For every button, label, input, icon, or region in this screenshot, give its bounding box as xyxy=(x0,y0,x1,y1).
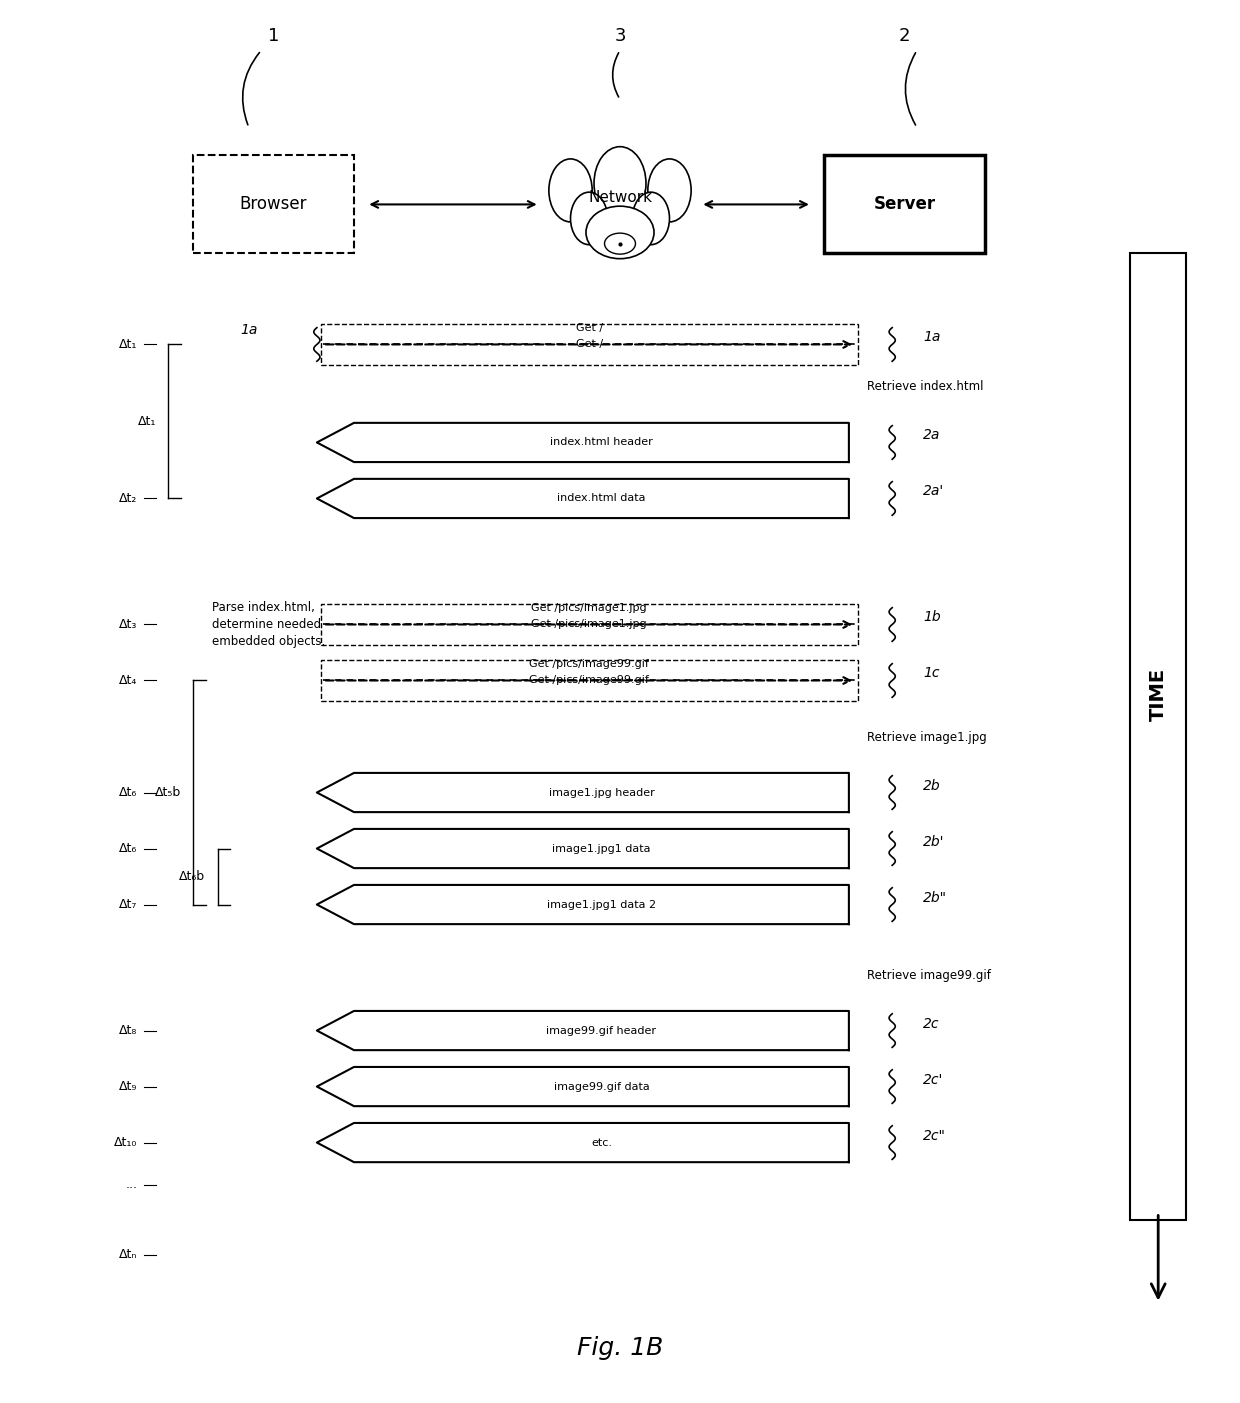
Text: 2c': 2c' xyxy=(923,1072,944,1086)
Text: 1: 1 xyxy=(268,28,279,45)
Text: Network: Network xyxy=(588,189,652,205)
Text: image99.gif header: image99.gif header xyxy=(547,1026,656,1035)
FancyBboxPatch shape xyxy=(825,156,985,254)
Text: image1.jpg header: image1.jpg header xyxy=(548,787,655,797)
Ellipse shape xyxy=(605,233,635,254)
Text: Δt₆: Δt₆ xyxy=(119,786,138,800)
Text: 1b: 1b xyxy=(923,610,941,624)
Ellipse shape xyxy=(647,159,691,222)
Text: Δtₙ: Δtₙ xyxy=(119,1249,138,1261)
Ellipse shape xyxy=(594,147,646,220)
Text: index.html data: index.html data xyxy=(557,494,646,504)
FancyBboxPatch shape xyxy=(321,324,858,365)
Polygon shape xyxy=(317,422,849,462)
Bar xyxy=(1131,254,1185,1219)
Text: 1a: 1a xyxy=(241,324,258,338)
Ellipse shape xyxy=(587,206,653,258)
Text: Δt₁: Δt₁ xyxy=(138,415,156,428)
Text: Retrieve image1.jpg: Retrieve image1.jpg xyxy=(868,731,987,744)
Text: Get /pics/image99.gif: Get /pics/image99.gif xyxy=(529,659,649,669)
Ellipse shape xyxy=(570,192,608,244)
Text: Δt₉: Δt₉ xyxy=(119,1080,138,1093)
Text: Retrieve index.html: Retrieve index.html xyxy=(868,380,985,393)
Ellipse shape xyxy=(632,192,670,244)
Text: Fig. 1B: Fig. 1B xyxy=(577,1337,663,1361)
Text: Δt₃: Δt₃ xyxy=(119,617,138,631)
Polygon shape xyxy=(317,1122,849,1162)
Text: 2c: 2c xyxy=(923,1017,940,1031)
Text: Δt₈: Δt₈ xyxy=(119,1024,138,1037)
Polygon shape xyxy=(317,829,849,868)
Text: 2a': 2a' xyxy=(923,484,945,498)
Polygon shape xyxy=(317,885,849,925)
Polygon shape xyxy=(317,1066,849,1106)
Text: Get /: Get / xyxy=(575,340,603,349)
Text: 2b": 2b" xyxy=(923,891,947,905)
Text: Δt₆: Δt₆ xyxy=(119,842,138,854)
Text: image1.jpg1 data 2: image1.jpg1 data 2 xyxy=(547,899,656,909)
Text: image1.jpg1 data: image1.jpg1 data xyxy=(552,843,651,853)
Text: index.html header: index.html header xyxy=(551,438,652,448)
Text: Δt₄: Δt₄ xyxy=(119,673,138,687)
Text: Get /pics/image1.jpg: Get /pics/image1.jpg xyxy=(531,603,647,613)
FancyBboxPatch shape xyxy=(321,605,858,645)
Text: 2a: 2a xyxy=(923,428,940,442)
Text: Δt₂: Δt₂ xyxy=(119,492,138,505)
Text: Δt₅b: Δt₅b xyxy=(155,786,181,800)
Text: Server: Server xyxy=(873,195,936,213)
Text: Retrieve image99.gif: Retrieve image99.gif xyxy=(868,968,991,982)
Text: etc.: etc. xyxy=(591,1138,613,1148)
Text: TIME: TIME xyxy=(1148,668,1168,721)
FancyBboxPatch shape xyxy=(321,661,858,702)
FancyBboxPatch shape xyxy=(193,156,353,254)
Text: Δt₇: Δt₇ xyxy=(119,898,138,911)
Polygon shape xyxy=(317,773,849,812)
Text: Δt₁₀: Δt₁₀ xyxy=(114,1136,138,1149)
Polygon shape xyxy=(317,478,849,518)
Text: Parse index.html,
determine needed
embedded objects.: Parse index.html, determine needed embed… xyxy=(212,600,325,648)
Text: 2b': 2b' xyxy=(923,835,945,849)
Text: image99.gif data: image99.gif data xyxy=(553,1082,650,1092)
Text: 2: 2 xyxy=(899,28,910,45)
Text: Get /pics/image1.jpg: Get /pics/image1.jpg xyxy=(531,620,647,630)
Text: Δt₁: Δt₁ xyxy=(119,338,138,351)
Text: 1c: 1c xyxy=(923,666,940,680)
Text: Get /: Get / xyxy=(575,323,603,334)
Ellipse shape xyxy=(549,159,593,222)
Text: Browser: Browser xyxy=(239,195,308,213)
Text: ...: ... xyxy=(125,1179,138,1191)
Text: Get /pics/image99.gif: Get /pics/image99.gif xyxy=(529,675,649,686)
Text: 2c": 2c" xyxy=(923,1128,946,1142)
Text: 1a: 1a xyxy=(923,331,940,345)
Polygon shape xyxy=(317,1012,849,1051)
Text: 2b: 2b xyxy=(923,779,941,793)
Text: 3: 3 xyxy=(614,28,626,45)
Text: Δt₆b: Δt₆b xyxy=(180,870,206,882)
